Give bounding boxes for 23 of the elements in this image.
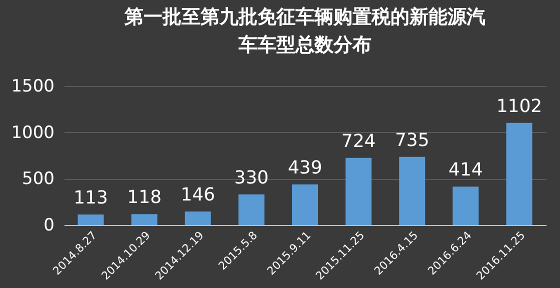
data-label: 414 bbox=[448, 160, 483, 181]
data-label: 330 bbox=[234, 167, 269, 188]
data-label: 439 bbox=[288, 157, 322, 178]
bar bbox=[131, 214, 158, 225]
chart-title: 第一批至第九批免征车辆购置税的新能源汽车车型总数分布 bbox=[124, 6, 486, 56]
data-label: 113 bbox=[74, 188, 108, 209]
bar bbox=[292, 184, 318, 225]
y-tick-label: 1000 bbox=[11, 122, 54, 143]
y-tick-label: 1500 bbox=[11, 76, 54, 96]
bar bbox=[238, 194, 264, 225]
y-tick-label: 0 bbox=[44, 216, 54, 236]
bar bbox=[452, 186, 479, 225]
data-label: 724 bbox=[341, 130, 376, 152]
bar bbox=[184, 211, 211, 225]
bar bbox=[346, 158, 372, 225]
bar bbox=[78, 214, 104, 225]
data-label: 118 bbox=[127, 187, 162, 208]
y-tick-label: 500 bbox=[22, 169, 54, 190]
data-label: 735 bbox=[394, 130, 430, 151]
data-label: 146 bbox=[180, 184, 216, 206]
bar bbox=[506, 122, 532, 225]
bar bbox=[399, 156, 426, 225]
data-label: 1102 bbox=[496, 96, 542, 117]
